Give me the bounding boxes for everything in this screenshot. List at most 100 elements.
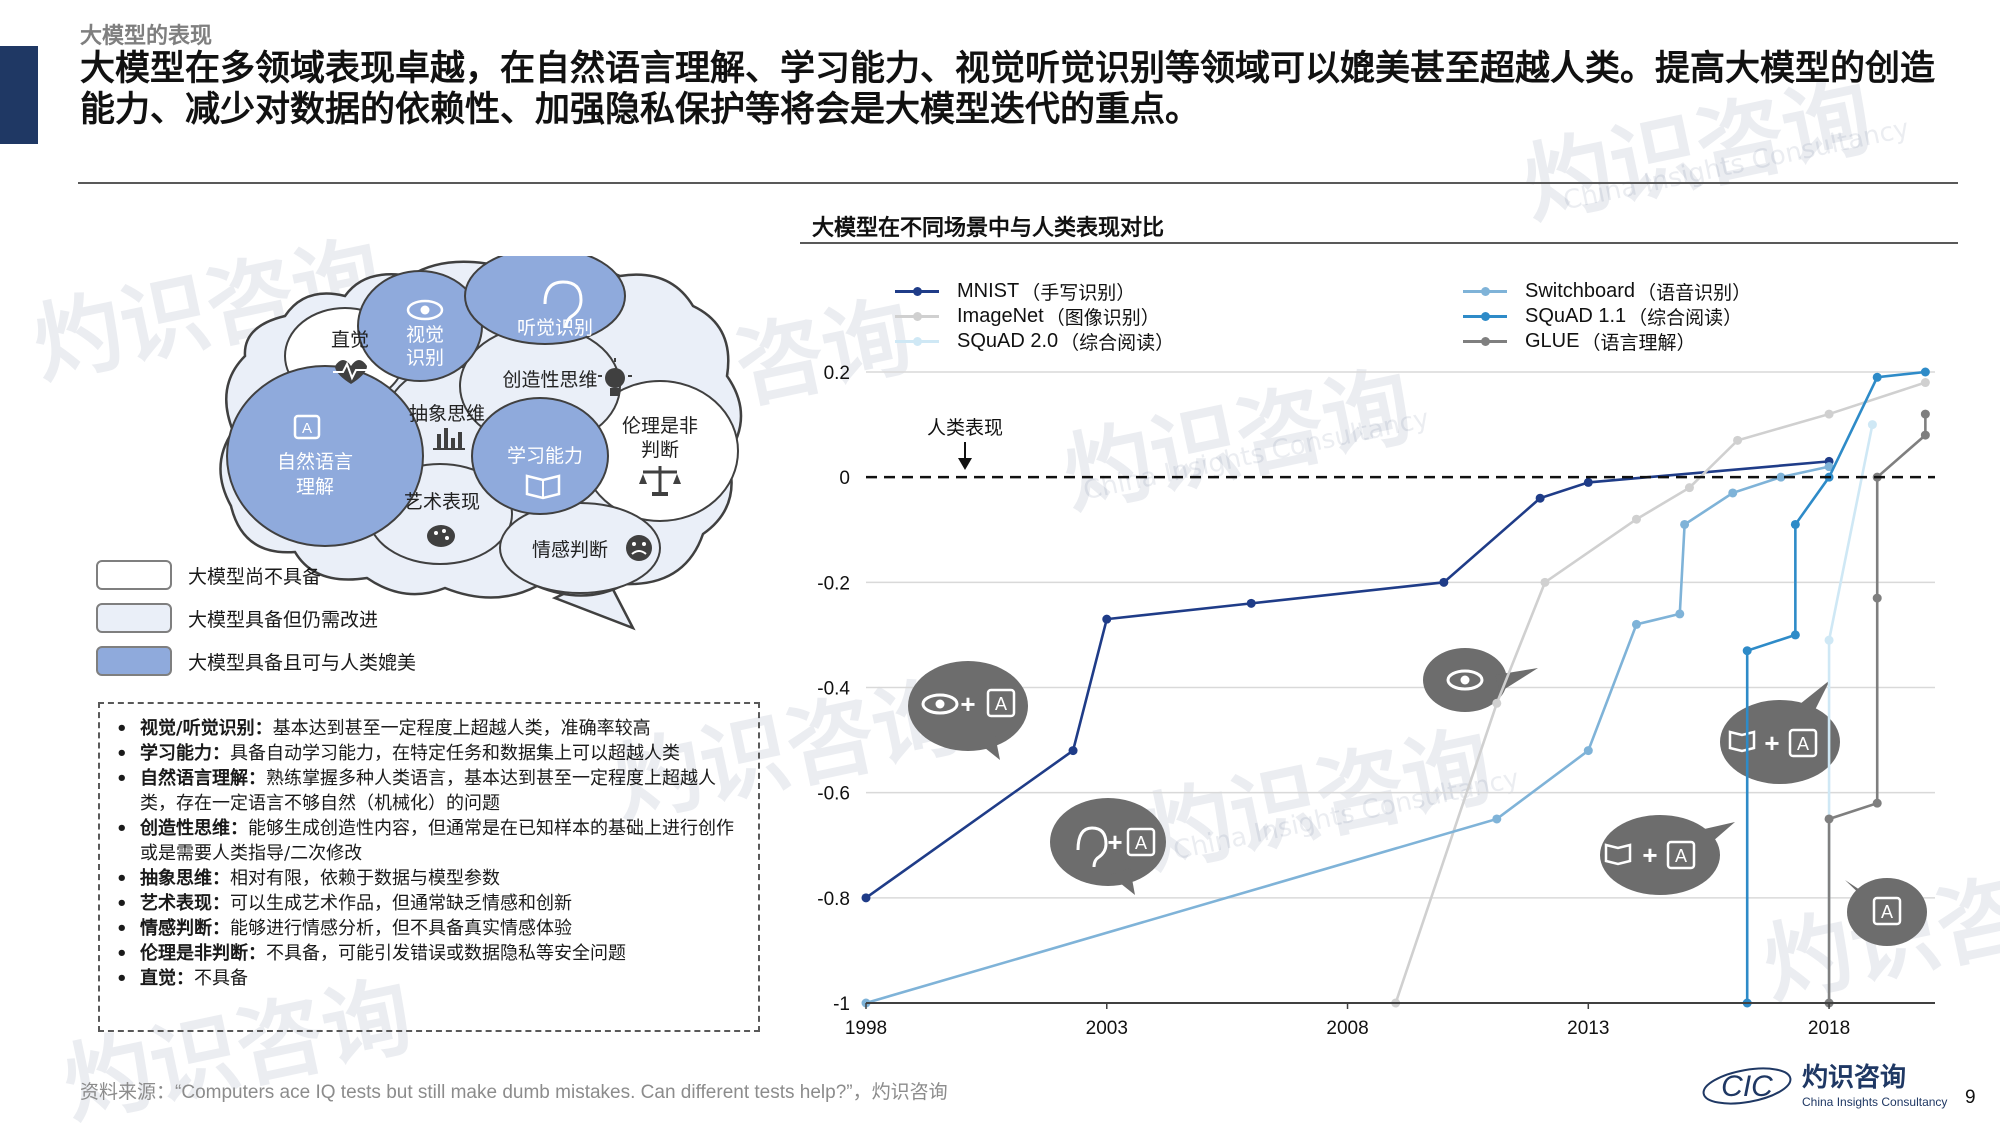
data-point [1742, 646, 1752, 656]
lobe-nlp: 理解 [296, 476, 334, 498]
ear-icon [543, 280, 583, 329]
data-point [1872, 372, 1882, 382]
lobe-intuition: 直觉 [331, 329, 369, 351]
svg-text:+: + [1764, 728, 1779, 758]
note-item: 情感判断：能够进行情感分析，但不具备真实情感体验 [114, 916, 740, 941]
data-point [1583, 746, 1593, 756]
data-point [1439, 577, 1449, 587]
watermark: 灼识咨询 [1134, 713, 1501, 888]
sad-face-icon [626, 535, 652, 561]
x-tick-label: 1998 [845, 1018, 887, 1039]
x-tick-label: 2018 [1808, 1018, 1850, 1039]
note-item: 学习能力：具备自动学习能力，在特定任务和数据集上可以超越人类 [114, 741, 740, 766]
data-point [1824, 462, 1834, 472]
human-performance-label: 人类表现 [927, 417, 1003, 439]
lobe-auditory: 听觉识别 [517, 317, 593, 339]
series-mnist [861, 456, 1834, 903]
data-point [1391, 998, 1401, 1008]
legend-item: 大模型尚不具备 [96, 560, 321, 590]
series-glue [1824, 409, 1930, 1008]
palette-icon [427, 525, 455, 547]
y-tick-label: -0.2 [817, 573, 850, 594]
data-point [1872, 798, 1882, 808]
book-translate-bubble: + A [1720, 680, 1840, 784]
note-item: 自然语言理解：熟练掌握多种人类语言，基本达到甚至一定程度上超越人类，存在一定语言… [114, 766, 740, 816]
y-tick-label: 0.2 [824, 363, 850, 384]
data-point [1824, 635, 1834, 645]
lobe-nlp: 自然语言 [277, 451, 353, 473]
data-point [1776, 472, 1786, 482]
data-point [1920, 367, 1930, 377]
legend-label: 大模型具备且可与人类媲美 [188, 651, 417, 674]
series-line [1827, 414, 1927, 1003]
data-point [1684, 483, 1694, 493]
data-point [1790, 630, 1800, 640]
data-point [1068, 746, 1078, 756]
watermark: 灼识咨询 [1054, 353, 1421, 528]
note-item: 创造性思维：能够生成创造性内容，但通常是在已知样本的基础上进行创作或是需要人类指… [114, 816, 740, 866]
data-point [1867, 420, 1877, 430]
series-squad-1-1 [1742, 367, 1930, 1008]
data-point [1824, 998, 1834, 1008]
watermark: 灼识咨询 [1754, 843, 2000, 1018]
lobe-creative: 创造性思维 [502, 369, 597, 391]
lobe-visual: 视觉 [406, 324, 444, 346]
note-item: 艺术表现：可以生成艺术作品，但通常缺乏情感和创新 [114, 891, 740, 916]
data-point [1675, 609, 1685, 619]
lobe-emotion: 情感判断 [532, 539, 608, 561]
accent-bar [0, 46, 38, 144]
watermark: China Insights Consultancy [1080, 403, 1432, 507]
series-imagenet [1391, 378, 1930, 1008]
legend-item-squad2: SQuAD 2.0 （综合阅读） [895, 328, 1174, 355]
svg-text:+: + [1642, 840, 1657, 870]
data-point [1733, 435, 1743, 445]
scales-icon [639, 466, 681, 496]
svg-text:A: A [1675, 846, 1687, 866]
data-point [1728, 488, 1738, 498]
svg-text:A: A [1135, 833, 1147, 853]
translate-bubble: A [1845, 878, 1927, 946]
source-note: 资料来源：“Computers ace IQ tests but still m… [80, 1081, 948, 1103]
data-point [861, 998, 871, 1008]
y-tick-label: 0 [839, 468, 850, 489]
legend-item: 大模型具备且可与人类媲美 [96, 646, 416, 676]
page-number: 9 [1965, 1087, 1976, 1108]
legend-swatch [96, 603, 172, 633]
lobe-abstract: 抽象思维 [409, 403, 485, 425]
data-point [1920, 409, 1930, 419]
notes-box: 视觉/听觉识别：基本达到甚至一定程度上超越人类，准确率较高 学习能力：具备自动学… [98, 702, 760, 1032]
lobe-ethics: 伦理是非 [622, 415, 698, 437]
legend-label: 大模型具备但仍需改进 [188, 608, 379, 631]
data-point [861, 893, 871, 903]
cic-logo: CIC 灼识咨询 China Insights Consultancy [1702, 1062, 1947, 1109]
svg-text:+: + [1107, 827, 1122, 857]
y-tick-label: -0.8 [817, 889, 850, 910]
y-tick-label: -1 [833, 994, 850, 1015]
svg-text:A: A [1881, 902, 1893, 922]
svg-text:+: + [960, 689, 975, 719]
brand-logo: CIC 灼识咨询 China Insights Consultancy [1700, 1058, 1950, 1118]
divider [78, 182, 1958, 184]
data-point [1824, 456, 1834, 466]
data-point [1824, 998, 1834, 1008]
data-point [1540, 577, 1550, 587]
note-item: 视觉/听觉识别：基本达到甚至一定程度上超越人类，准确率较高 [114, 716, 740, 741]
annotation-arrowhead [958, 458, 972, 470]
legend-item: 大模型具备但仍需改进 [96, 603, 378, 633]
note-item: 直觉：不具备 [114, 966, 740, 991]
lobe-ethics: 判断 [641, 439, 679, 461]
series-line [865, 465, 1830, 1005]
data-point [1492, 698, 1502, 708]
data-point [1742, 998, 1752, 1008]
translate-icon: A [293, 414, 321, 440]
legend-item-squad11: SQuAD 1.1 （综合阅读） [1463, 303, 1742, 330]
legend-label: 大模型尚不具备 [188, 565, 322, 588]
legend-item-imagenet: ImageNet （图像识别） [895, 303, 1160, 330]
page-title: 大模型在多领域表现卓越，在自然语言理解、学习能力、视觉听觉识别等领域可以媲美甚至… [80, 48, 1936, 130]
book-icon [525, 474, 561, 500]
data-point [1824, 409, 1834, 419]
svg-text:A: A [1797, 734, 1809, 754]
bar-chart-icon [433, 428, 465, 450]
eye-translate-bubble: + A [908, 661, 1028, 760]
eye-icon [406, 299, 444, 321]
